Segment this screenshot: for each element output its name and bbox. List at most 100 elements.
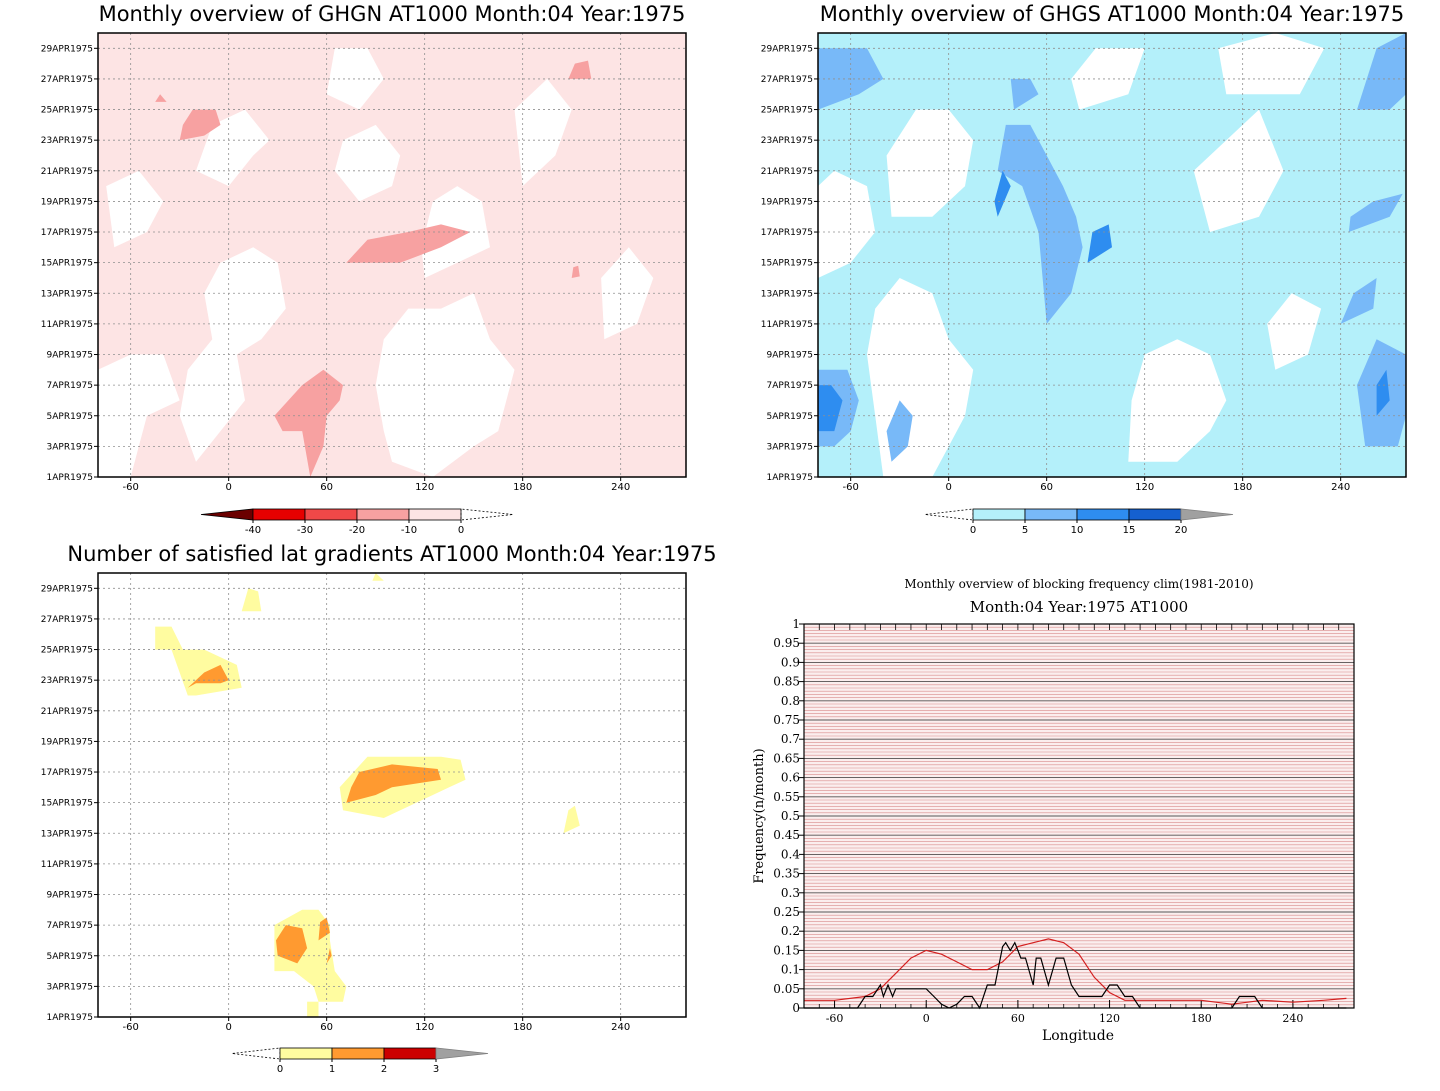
y-tick-label-1: 0.05 [773, 982, 800, 996]
contour-region-12 [346, 224, 471, 263]
contour-region-17 [1357, 33, 1406, 110]
y-tick-label-9: 19APR1975 [41, 197, 93, 207]
x-tick-label-4: 180 [1233, 482, 1252, 493]
y-tick-label-11: 0.55 [773, 790, 800, 804]
colorbar-swatch-0 [279, 1047, 333, 1060]
x-tick-label-3: 120 [415, 1022, 434, 1033]
contour-region-15 [1340, 278, 1377, 324]
panel-ghgn-plot: -60 0 60 120 180 240 1APR1975 3APR1975 5APR1975 7… [41, 32, 687, 536]
contour-region-5 [106, 170, 164, 248]
y-tick-label-12: 25APR1975 [761, 106, 813, 116]
contour-region-3 [818, 170, 876, 278]
y-tick-label-13: 27APR1975 [41, 75, 93, 85]
y-tick-label-4: 9APR1975 [767, 351, 813, 361]
y-tick-label-7: 15APR1975 [41, 799, 93, 809]
grid-lines [818, 33, 1406, 478]
panel-lat-gradients: Number of satisfied lat gradients AT1000… [41, 542, 717, 1075]
y-tick-label-15: 0.75 [773, 713, 800, 727]
contour-region-10 [601, 247, 654, 340]
contour-region-3 [375, 293, 515, 477]
colorbar-low-arrow [924, 508, 974, 521]
panel-blocking-frequency: Monthly overview of blocking frequency c… [752, 577, 1355, 1044]
colorbar-label-3: 15 [1123, 525, 1136, 536]
panel-ghgn-title: Monthly overview of GHGN AT1000 Month:04… [99, 2, 686, 26]
x-tick-label-2: 60 [1011, 1012, 1025, 1025]
colorbar-label-3: -10 [401, 525, 417, 536]
x-tick-label-1: 0 [945, 482, 951, 493]
contour-region-12 [1010, 78, 1039, 110]
colorbar-swatch-2 [304, 508, 358, 521]
colorbar-label-2: 10 [1071, 525, 1084, 536]
y-tick-label-2: 5APR1975 [47, 952, 93, 962]
y-tick-label-7: 15APR1975 [41, 259, 93, 269]
y-tick-label-16: 0.8 [781, 694, 800, 708]
y-tick-label-11: 23APR1975 [41, 676, 93, 686]
y-tick-label-2: 0.1 [781, 963, 800, 977]
y-tick-label-0: 1APR1975 [767, 473, 813, 483]
panel-blocking-xlabel: Longitude [1042, 1028, 1114, 1044]
x-tick-label-2: 60 [320, 482, 333, 493]
colorbar-swatch-2 [383, 1047, 437, 1060]
contour-region-16 [1348, 193, 1403, 232]
y-tick-label-7: 15APR1975 [761, 259, 813, 269]
colorbar-label-3: 3 [433, 1064, 439, 1075]
colorbar-swatch-0 [972, 508, 1026, 521]
y-tick-label-0: 1APR1975 [47, 473, 93, 483]
contour-region-4 [563, 805, 580, 834]
x-tick-label-1: 0 [225, 482, 231, 493]
plot-frame [97, 572, 687, 1018]
colorbar-swatch-1 [1024, 508, 1078, 521]
colorbar-swatch-1 [331, 1047, 385, 1060]
x-tick-label-2: 60 [1040, 482, 1053, 493]
y-tick-label-5: 0.25 [773, 905, 800, 919]
y-tick-label-2: 5APR1975 [47, 412, 93, 422]
contour-region-19 [1087, 224, 1112, 263]
y-tick-label-11: 23APR1975 [761, 136, 813, 146]
grid-lines [98, 33, 686, 478]
y-tick-label-6: 13APR1975 [761, 289, 813, 299]
y-tick-label-6: 13APR1975 [41, 289, 93, 299]
colorbar-label-2: 2 [381, 1064, 387, 1075]
grid-lines [804, 623, 1354, 1009]
contour-region-8 [514, 78, 572, 187]
y-tick-label-10: 0.5 [781, 809, 800, 823]
y-tick-label-5: 11APR1975 [41, 860, 93, 870]
x-tick-label-3: 120 [1135, 482, 1154, 493]
y-tick-label-10: 21APR1975 [41, 707, 93, 717]
y-tick-label-1: 3APR1975 [767, 442, 813, 452]
x-tick-label-0: -60 [842, 482, 858, 493]
contour-region-8 [1267, 293, 1322, 370]
colorbar-high-arrow [435, 1047, 489, 1060]
x-tick-label-0: -60 [122, 1022, 138, 1033]
y-tick-label-6: 0.3 [781, 886, 800, 900]
y-tick-label-14: 0.7 [781, 732, 800, 746]
contour-region-11 [274, 369, 343, 477]
y-tick-label-3: 7APR1975 [47, 921, 93, 931]
y-tick-label-2: 5APR1975 [767, 412, 813, 422]
contour-fills [98, 33, 686, 477]
colorbar-low-arrow [200, 508, 254, 521]
x-tick-label-5: 240 [611, 1022, 630, 1033]
panel-ghgn: Monthly overview of GHGN AT1000 Month:04… [41, 2, 687, 536]
colorbar-high-arrow [1180, 508, 1234, 521]
contour-region-9 [326, 48, 384, 110]
y-tick-label-3: 7APR1975 [767, 381, 813, 391]
colorbar-label-1: 5 [1022, 525, 1028, 536]
colorbar: -40 -30 -20 -10 0 [200, 508, 514, 536]
x-tick-label-1: 0 [225, 1022, 231, 1033]
x-tick-label-5: 240 [1282, 1012, 1303, 1025]
panel-ghgs: Monthly overview of GHGS AT1000 Month:04… [761, 2, 1407, 536]
colorbar-label-2: -20 [349, 525, 365, 536]
colorbar-label-1: -30 [297, 525, 313, 536]
x-tick-label-1: 0 [923, 1012, 930, 1025]
contour-region-14 [155, 94, 167, 102]
panel-blocking-subtitle: Month:04 Year:1975 AT1000 [970, 598, 1188, 616]
colorbar-swatch-3 [356, 508, 410, 521]
y-tick-label-6: 13APR1975 [41, 829, 93, 839]
y-tick-label-3: 7APR1975 [47, 381, 93, 391]
colorbar-label-4: 20 [1175, 525, 1188, 536]
y-tick-label-10: 21APR1975 [41, 167, 93, 177]
contour-region-2 [1128, 339, 1227, 462]
contour-region-18 [818, 385, 843, 432]
